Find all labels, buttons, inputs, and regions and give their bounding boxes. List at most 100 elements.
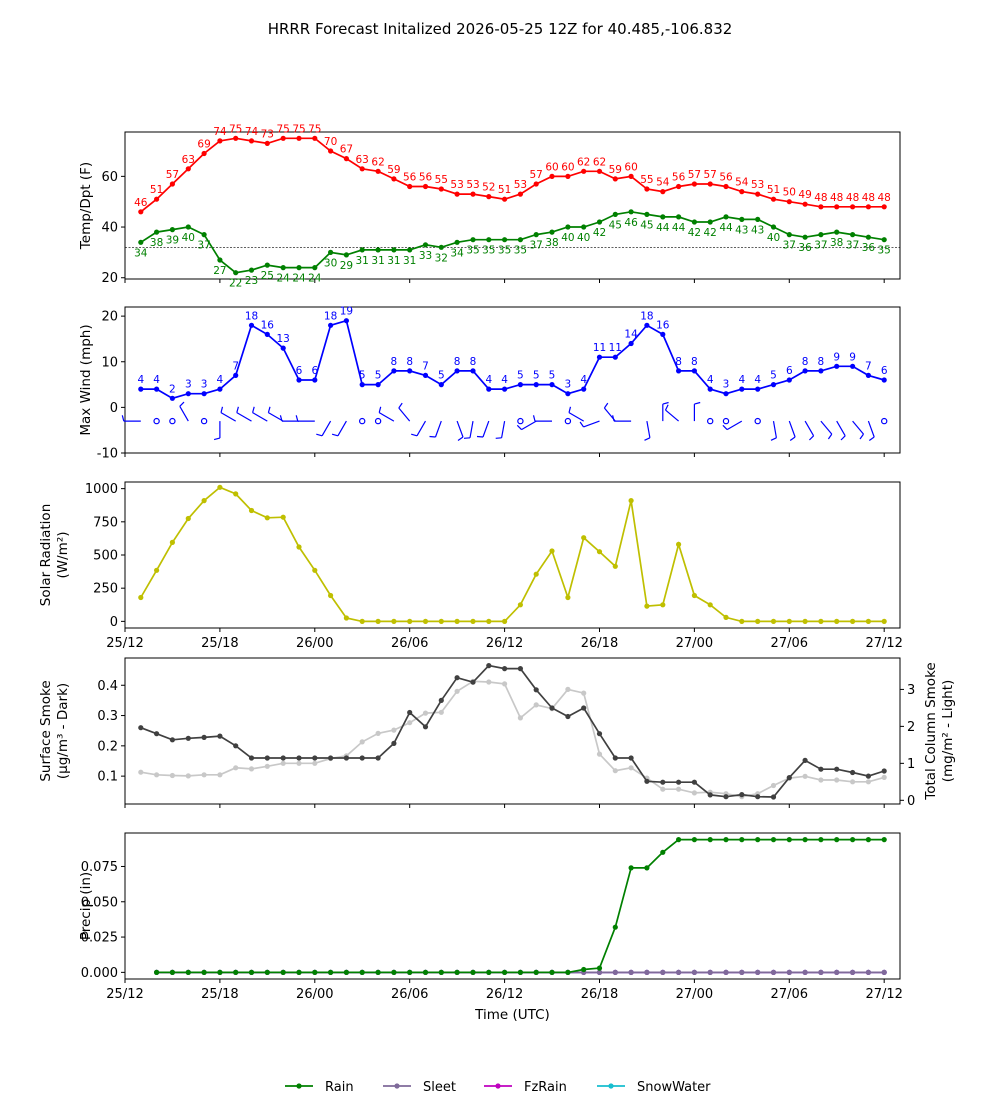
data-point [454,618,460,625]
x-tick-label: 27/12 [865,636,902,651]
data-label: 43 [751,224,764,236]
data-point [723,214,729,220]
data-point [770,196,777,202]
x-tick-label: 26/18 [581,987,618,1002]
data-point [138,209,144,215]
data-point [644,969,650,976]
data-point [169,772,175,779]
y-tick-label: 1000 [85,482,118,497]
wind-barb-flag [770,437,777,441]
data-label: 63 [182,154,195,166]
data-point [802,618,808,625]
data-label: 6 [881,365,888,377]
data-point [296,755,302,761]
data-point [612,176,618,182]
data-point [676,541,682,548]
data-point [739,386,745,392]
x-tick-label: 25/12 [106,636,143,651]
data-label: 67 [340,144,353,156]
data-point [723,391,729,397]
data-label: 9 [849,351,856,363]
data-point [502,618,508,625]
data-label: 3 [565,379,572,391]
data-point [818,618,824,625]
data-label: 62 [577,156,590,168]
data-point [296,377,302,383]
data-point [422,372,429,378]
data-point [343,156,349,162]
wind-barb-shaft [482,420,490,438]
data-point [581,966,587,973]
y-tick-label: 20 [101,310,118,325]
data-point [201,772,207,778]
data-label: 22 [229,278,242,290]
y-tick-label: 0.1 [97,770,118,785]
wind-barb-shaft [804,420,815,437]
calm-wind-marker [707,417,714,425]
data-point [201,734,207,741]
data-point [185,735,191,741]
data-label: 62 [593,156,606,168]
data-label: 4 [501,374,508,386]
data-point [312,567,318,573]
data-point [454,675,460,681]
data-point [612,755,618,761]
data-label: 27 [213,265,226,277]
data-label: 49 [798,189,811,201]
x-tick-label: 25/18 [201,636,238,651]
data-point [201,232,207,238]
data-point [739,618,745,625]
x-tick-label: 26/12 [486,987,523,1002]
data-point [233,270,239,276]
data-label: 63 [356,154,369,166]
y-tick-label: 0.025 [81,931,118,946]
data-point [802,368,808,374]
data-point [343,969,349,976]
data-label: 6 [296,365,303,377]
data-label: 48 [878,192,891,204]
data-point [644,322,650,328]
data-label: 18 [245,310,258,322]
data-point [407,618,413,625]
data-point [881,768,887,774]
wind-barb-shaft [398,407,411,422]
x-tick-label: 27/12 [865,987,902,1002]
data-point [185,969,191,976]
data-point [517,191,524,197]
wind-barb-flag [179,401,185,407]
data-point [517,969,524,976]
panel-solar: 0 250 500 750 1000 25/12 25/18 26/00 26/06 26/12 2… [38,481,903,651]
data-label: 37 [783,240,796,252]
data-point [834,777,840,783]
legend-label: Rain [325,1080,354,1095]
data-label: 70 [324,136,337,148]
data-label: 8 [454,356,461,368]
wind-barb-flag [516,424,522,431]
data-point [676,837,682,843]
data-label: 60 [624,161,637,173]
wind-barb-shaft [268,412,284,422]
x-tick-label: 26/06 [391,636,428,651]
data-point [850,618,856,625]
wind-barb-shaft [220,412,237,422]
figure-title: HRRR Forecast Initalized 2026-05-25 12Z … [268,20,733,38]
data-label: 55 [435,174,448,186]
data-point [581,535,587,541]
data-point [802,773,808,779]
data-label: 51 [498,184,511,196]
data-label: 42 [593,227,606,239]
data-point [154,229,160,235]
wind-barb-flag [827,433,833,440]
data-point [628,969,634,976]
data-point [217,484,223,490]
data-point [185,773,191,779]
data-label: 57 [166,169,179,181]
data-point [865,779,872,785]
wind-barb-flag [568,406,572,413]
data-point [818,777,824,783]
panel-frame [124,657,901,805]
wind-barbs [121,401,888,441]
calm-wind-marker [517,417,524,425]
data-point [596,549,603,555]
